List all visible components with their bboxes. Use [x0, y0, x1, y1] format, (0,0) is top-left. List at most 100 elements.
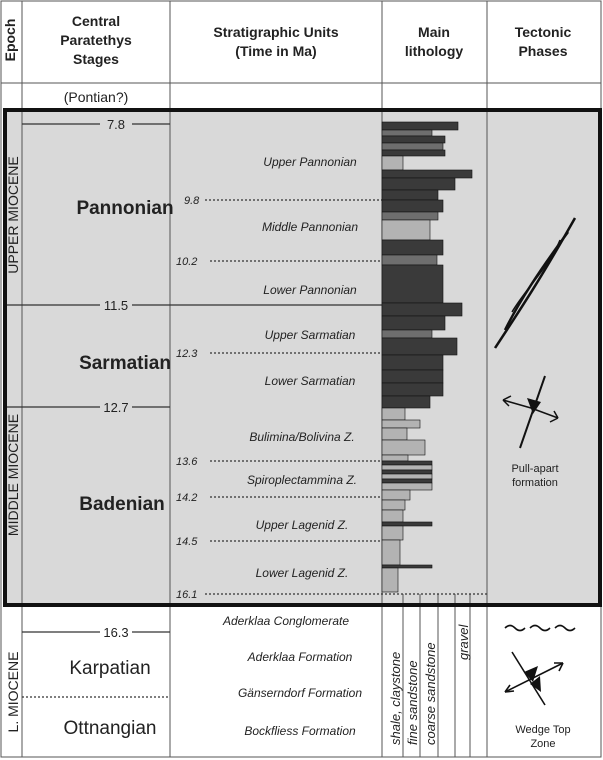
lithology-bar	[381, 407, 406, 421]
tectonic-label: Pull-apart	[511, 463, 558, 475]
lithology-bar	[381, 454, 409, 462]
header-epoch: Epoch	[2, 19, 18, 62]
lithology-bar	[381, 567, 399, 593]
miocene-box-fill	[5, 110, 600, 605]
unit: Bockfliess Formation	[244, 724, 356, 738]
unit-boundaries	[205, 199, 487, 595]
lithology-bar	[381, 564, 433, 569]
age-label: 12.7	[103, 400, 128, 415]
lithology-bar	[381, 219, 431, 241]
lithology-bar	[381, 478, 433, 484]
lithology-bar	[381, 239, 444, 256]
lithology-bar	[381, 395, 431, 409]
unit: Spiroplectammina Z.	[247, 473, 357, 487]
stage: Sarmatian	[79, 353, 171, 374]
lithology-bar	[381, 149, 446, 157]
lithology-bar	[381, 155, 404, 171]
stage: Karpatian	[69, 658, 150, 679]
header-lithology: Main	[418, 24, 450, 40]
header-stages: Stages	[73, 51, 119, 67]
boundaries	[5, 123, 382, 698]
unit-age: 12.3	[176, 348, 198, 360]
lithology-bar	[381, 521, 433, 527]
lithology-bar	[381, 439, 426, 456]
stage: Ottnangian	[64, 718, 157, 739]
epoch: L. MIOCENE	[5, 652, 21, 733]
lithology-bar	[381, 489, 411, 501]
unit: Aderklaa Formation	[247, 650, 353, 664]
lithology-bar	[381, 460, 433, 466]
header-units: (Time in Ma)	[235, 43, 316, 59]
lithology-bar	[381, 211, 439, 221]
tectonic-label: Zone	[530, 738, 555, 750]
lithology-bars	[381, 121, 473, 593]
pontian: (Pontian?)	[64, 89, 129, 105]
lithology-bar	[381, 419, 421, 429]
lithology-label: shale, claystone	[388, 652, 403, 745]
unit: Upper Sarmatian	[265, 328, 356, 342]
stage: Badenian	[79, 494, 165, 515]
lithology-label: coarse sandstone	[423, 642, 438, 745]
lithology-bar	[381, 473, 433, 480]
tectonic-label: Wedge Top	[515, 724, 570, 736]
lithology-label: gravel	[456, 623, 471, 660]
unit: Aderklaa Conglomerate	[222, 614, 349, 628]
lithology-bar	[381, 499, 406, 511]
lithology-bar	[381, 189, 439, 201]
lithology-bar	[381, 539, 401, 566]
header-stages: Central	[72, 13, 120, 29]
lithology-bar	[381, 199, 444, 213]
lithology-bar	[381, 302, 463, 317]
miocene-frame	[3, 108, 602, 607]
stage: Pannonian	[76, 198, 173, 219]
lithology-bar	[381, 337, 458, 356]
header-tectonic: Tectonic	[515, 24, 572, 40]
lithology-bar	[381, 469, 433, 475]
pull-apart-arrow	[527, 398, 541, 414]
unit: Upper Lagenid Z.	[256, 518, 349, 532]
unit-age: 10.2	[176, 256, 197, 268]
lithology-bar	[381, 369, 444, 384]
epoch: MIDDLE MIOCENE	[5, 414, 21, 536]
lithology-bar	[381, 427, 408, 441]
epoch: UPPER MIOCENE	[5, 156, 21, 273]
lithology-bar	[381, 315, 446, 331]
lithology-bar	[381, 254, 438, 266]
lithology-bar	[381, 135, 446, 144]
lithology-bar	[381, 525, 404, 541]
lithology-bar	[381, 382, 444, 397]
lithology-bar	[381, 129, 433, 137]
unit-age: 16.1	[176, 589, 197, 601]
lithology-bar	[381, 482, 433, 491]
unit: Lower Pannonian	[263, 283, 357, 297]
lithology-bar	[381, 464, 433, 471]
header-stages: Paratethys	[60, 32, 132, 48]
tectonic-label: formation	[512, 477, 558, 489]
lithology-bar	[381, 121, 459, 131]
unit-age: 13.6	[176, 456, 198, 468]
header-lithology: lithology	[405, 43, 464, 59]
unit: Gänserndorf Formation	[238, 686, 362, 700]
unit: Upper Pannonian	[263, 155, 357, 169]
lithology-bar	[381, 177, 456, 191]
age-label: 7.8	[107, 117, 125, 132]
lithology-label: fine sandstone	[405, 660, 420, 745]
lithology-bar	[381, 264, 444, 304]
unit-age: 14.5	[176, 536, 198, 548]
age-label-bg	[100, 116, 132, 415]
lithology-bar	[381, 509, 404, 523]
unit-age: 9.8	[184, 195, 200, 207]
age-label: 11.5	[104, 298, 128, 313]
age-label-bg	[100, 624, 132, 640]
age-label: 16.3	[103, 625, 128, 640]
unit-age: 14.2	[176, 492, 197, 504]
wedge-top-icon	[504, 624, 576, 706]
lithology-bar	[381, 169, 473, 179]
unit: Middle Pannonian	[262, 220, 358, 234]
unit: Lower Sarmatian	[265, 374, 356, 388]
wedge-arrows	[524, 666, 541, 692]
header-tectonic: Phases	[518, 43, 567, 59]
lithology-bar	[381, 354, 444, 371]
